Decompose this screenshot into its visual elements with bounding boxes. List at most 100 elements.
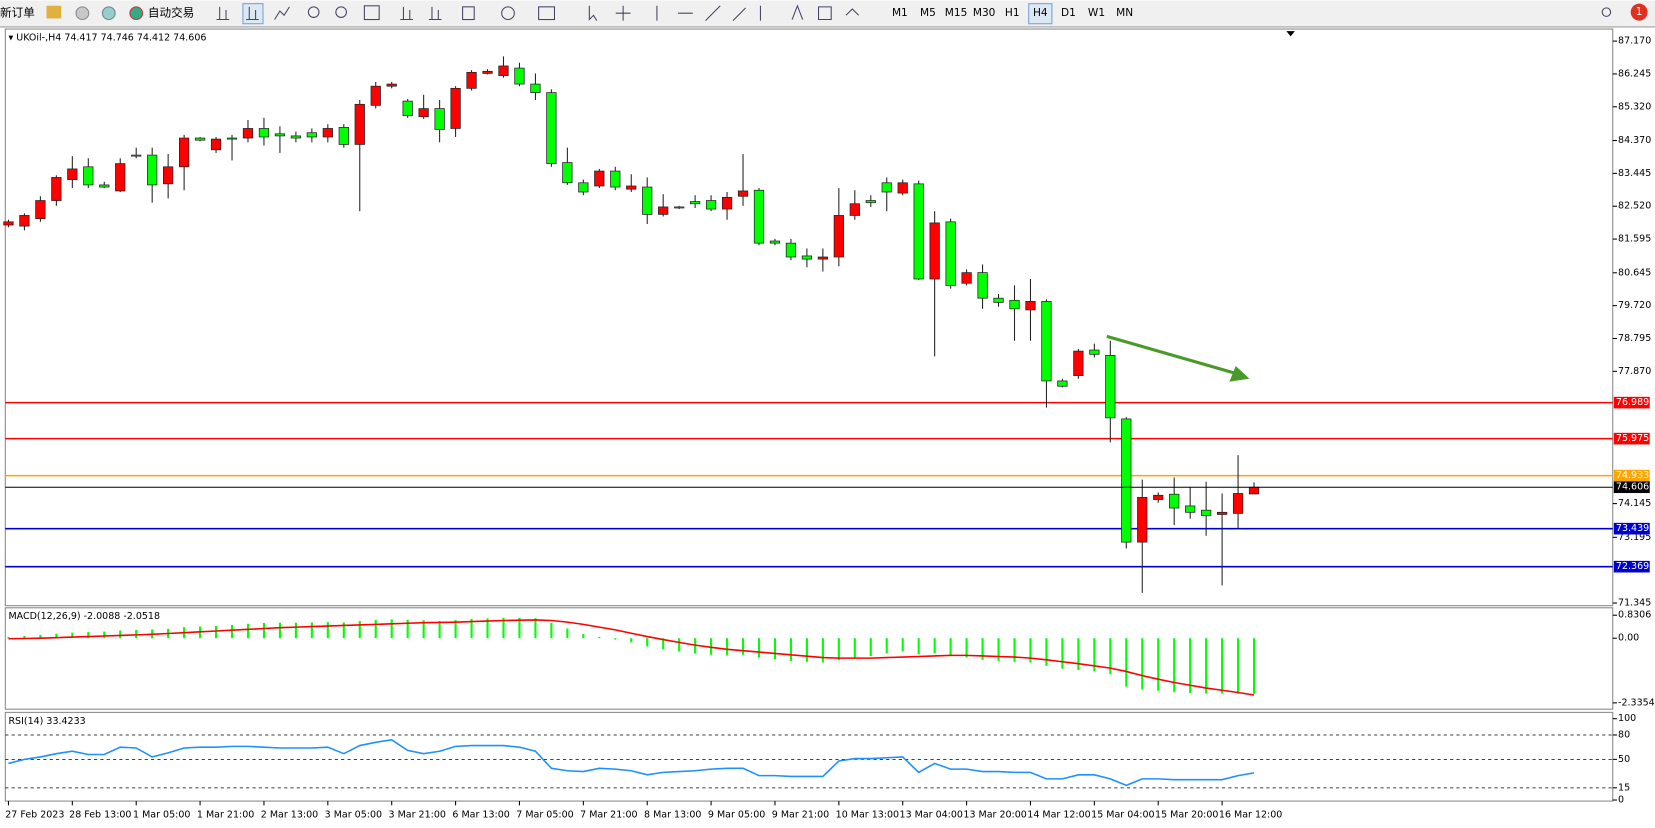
macd-bar	[1045, 638, 1048, 666]
notification-badge[interactable]	[1630, 3, 1648, 21]
candle-body	[913, 183, 924, 280]
macd-bar	[1109, 638, 1112, 675]
y-tick-label: 78.795	[1618, 333, 1651, 344]
rsi-panel	[4, 711, 1614, 802]
icon[interactable]	[335, 6, 347, 18]
x-tick-label: 3 Mar 21:00	[389, 809, 446, 820]
timeframe-button[interactable]: M1	[892, 7, 908, 19]
new-order-button[interactable]: 新订单	[0, 6, 35, 20]
icon[interactable]	[462, 6, 475, 21]
icon[interactable]	[246, 6, 259, 21]
macd-bar	[486, 618, 489, 639]
y-tick-label: 87.170	[1618, 36, 1651, 47]
icon[interactable]	[75, 6, 90, 21]
x-tick-label: 7 Mar 05:00	[516, 809, 573, 820]
timeframe-button[interactable]: M30	[973, 7, 996, 19]
timeframe-button[interactable]: H1	[1005, 7, 1020, 19]
candle-body	[562, 162, 573, 184]
macd-bar	[582, 634, 585, 639]
macd-bar	[1189, 638, 1192, 694]
macd-bar	[646, 638, 649, 647]
candle-body	[642, 186, 653, 215]
toolbar-bg	[0, 0, 1655, 27]
icon[interactable]	[615, 4, 860, 21]
search-icon[interactable]	[1601, 7, 1612, 17]
candle-body	[865, 200, 876, 204]
timeframe-button[interactable]: D1	[1061, 7, 1076, 19]
level-tag	[1613, 396, 1650, 409]
macd-bar	[901, 638, 904, 652]
candle-body	[546, 92, 557, 164]
candle-body	[482, 70, 493, 74]
y-tick-label: 71.345	[1618, 598, 1651, 609]
timeframe-button[interactable]: W1	[1088, 7, 1105, 19]
y-tick-label: 100	[1618, 713, 1636, 724]
timeframe-button[interactable]: H4	[1033, 7, 1048, 19]
icon[interactable]	[501, 6, 515, 21]
candle-body	[1121, 418, 1132, 543]
y-tick-label: 0	[1618, 795, 1624, 806]
macd-bar	[135, 629, 138, 639]
x-tick-label: 15 Mar 20:00	[1155, 809, 1218, 820]
candle-body	[290, 135, 302, 139]
open: 74.417	[64, 32, 97, 43]
icon[interactable]	[538, 6, 556, 21]
icon[interactable]	[400, 6, 442, 21]
candle-body	[610, 170, 621, 188]
icon[interactable]	[46, 5, 62, 19]
macd-bar	[1173, 638, 1176, 693]
x-tick-label: 13 Mar 04:00	[900, 809, 963, 820]
x-tick-label: 1 Mar 05:00	[133, 809, 190, 820]
timeframe-button[interactable]: M5	[920, 7, 936, 19]
icon[interactable]	[274, 6, 290, 20]
macd-bar	[438, 621, 441, 639]
timeframe-button[interactable]: M15	[945, 7, 968, 19]
auto-trading-button[interactable]: 自动交易	[148, 6, 194, 20]
candle-body	[1089, 349, 1100, 355]
candle-body	[993, 297, 1004, 303]
candle-body	[530, 83, 541, 93]
macd-bar	[518, 617, 521, 639]
macd-bar	[837, 638, 840, 661]
button-active[interactable]	[242, 3, 264, 25]
rsi-line	[8, 739, 1255, 787]
candle-body	[370, 85, 381, 106]
x-tick-label: 8 Mar 13:00	[644, 809, 701, 820]
candle-body	[514, 67, 525, 85]
candle-body	[242, 128, 254, 139]
toolbar-icons	[216, 4, 1612, 21]
candle-body	[1137, 497, 1148, 543]
x-tick-label: 27 Feb 2023	[5, 809, 64, 820]
icon[interactable]	[307, 6, 320, 18]
macd-bar	[630, 638, 633, 643]
high: 74.746	[101, 32, 134, 43]
candle-body	[753, 189, 765, 244]
macd-bar	[614, 638, 617, 640]
candle-body	[1201, 509, 1212, 516]
icon[interactable]	[216, 6, 230, 21]
candle-body	[131, 154, 142, 157]
macd-bar	[1125, 638, 1128, 687]
x-tick-label: 1 Mar 21:00	[197, 809, 254, 820]
level-tag	[1613, 432, 1650, 445]
macd-bar	[39, 634, 42, 639]
chart-layer: 87.170 86.245 85.320 84.370 83.445 82.520 81.5…	[3, 36, 1655, 820]
y-tick-label: 15	[1618, 782, 1630, 793]
bid-label: 74.606	[1616, 482, 1649, 493]
timeframe-button[interactable]: MN	[1116, 7, 1133, 19]
icon[interactable]	[588, 5, 598, 21]
candle-body	[3, 221, 14, 226]
macd-bar	[1013, 638, 1016, 662]
macd-bar	[997, 638, 1000, 661]
icon[interactable]	[101, 6, 116, 21]
candle-body	[418, 108, 429, 118]
y-tick-label: 73.195	[1618, 532, 1651, 543]
y-tick-label: -2.3354	[1618, 697, 1655, 708]
macd-bar	[87, 632, 90, 639]
candle-body	[833, 215, 844, 258]
candle-body	[115, 163, 126, 192]
macd-bar	[71, 632, 74, 639]
auto-trading-icon[interactable]	[129, 6, 144, 21]
candle-body	[785, 242, 797, 258]
icon[interactable]	[363, 5, 380, 21]
